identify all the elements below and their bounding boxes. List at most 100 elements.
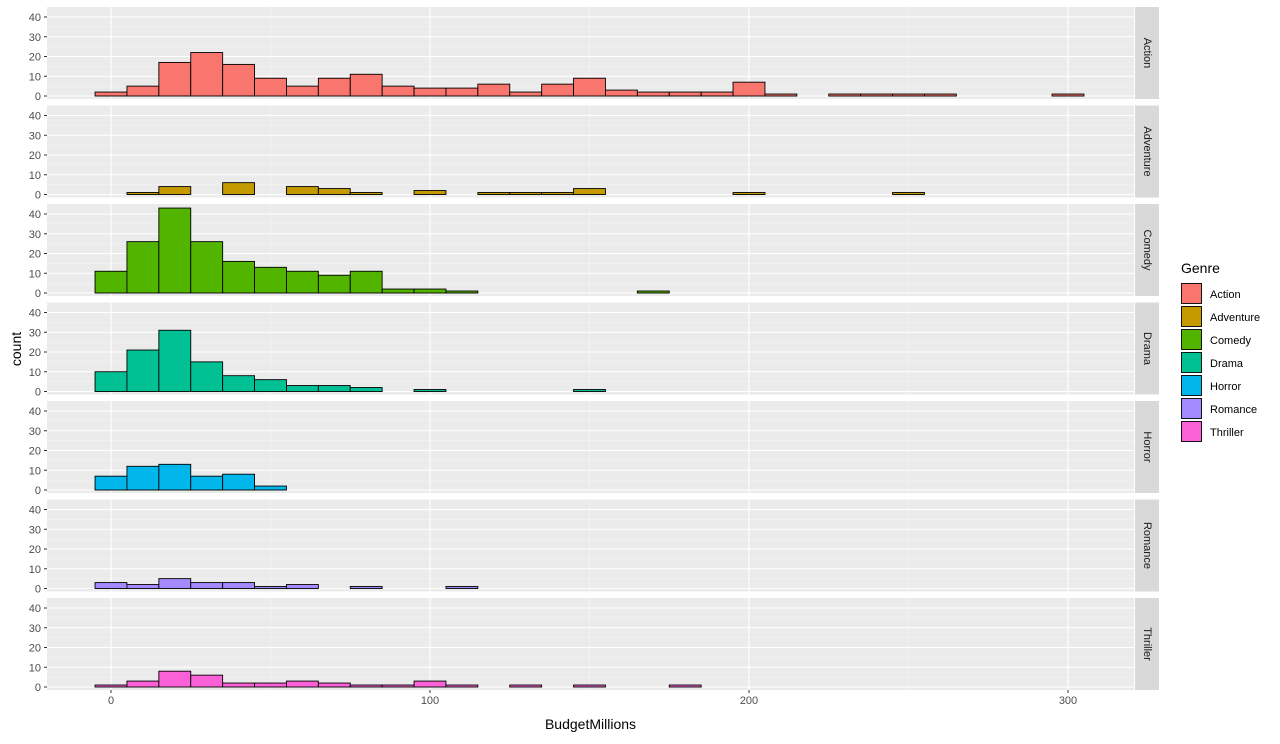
y-tick-label: 30	[29, 623, 41, 635]
bar-adventure-1	[126, 192, 160, 195]
bar-action-14	[541, 83, 575, 97]
bar-adventure-6	[286, 186, 319, 195]
bar-adventure-10	[413, 190, 447, 195]
bar-horror-0	[94, 475, 128, 491]
legend-key-romance	[1181, 398, 1202, 419]
bar-thriller-4	[222, 682, 255, 688]
facet-panel-adventure: 0 10 20 30 40 Adventure	[29, 105, 1159, 202]
bar-action-4	[222, 63, 255, 97]
bar-comedy-6	[286, 270, 319, 294]
bar-comedy-0	[94, 270, 128, 294]
bar-comedy-17	[636, 290, 670, 294]
bar-thriller-18	[668, 684, 702, 688]
bar-action-1	[126, 85, 160, 97]
y-tick-label: 0	[35, 288, 41, 300]
panel-background	[47, 105, 1134, 198]
bar-thriller-6	[286, 680, 319, 688]
bar-action-21	[764, 93, 798, 97]
bar-thriller-8	[349, 684, 383, 688]
legend-key-comedy	[1181, 329, 1202, 350]
bar-drama-6	[286, 385, 319, 392]
facet-strip-label: Drama	[1141, 332, 1153, 366]
bar-horror-2	[158, 463, 192, 491]
bar-action-20	[732, 81, 766, 97]
x-tick-label: 200	[740, 695, 758, 707]
y-tick-label: 0	[35, 584, 41, 596]
y-tick-label: 20	[29, 249, 41, 261]
bar-thriller-13	[509, 684, 543, 688]
facet-strip	[1135, 105, 1159, 198]
y-tick-label: 0	[35, 485, 41, 497]
bar-drama-4	[222, 375, 255, 392]
y-tick-label: 10	[29, 170, 41, 182]
y-tick-label: 0	[35, 682, 41, 694]
legend-key-drama	[1181, 352, 1202, 373]
bar-action-11	[445, 87, 479, 97]
bar-thriller-9	[381, 684, 415, 688]
legend-key-adventure	[1181, 306, 1202, 327]
legend-label: Romance	[1210, 404, 1257, 416]
bar-drama-2	[158, 329, 192, 392]
y-tick-label: 40	[29, 505, 41, 517]
bar-action-26	[924, 93, 957, 97]
y-tick-label: 40	[29, 406, 41, 418]
bar-comedy-1	[126, 241, 160, 294]
y-tick-label: 30	[29, 327, 41, 339]
bar-romance-4	[222, 582, 255, 589]
bar-adventure-25	[892, 192, 925, 195]
bar-drama-7	[317, 385, 351, 392]
y-tick-label: 10	[29, 465, 41, 477]
legend-label: Thriller	[1210, 427, 1244, 439]
bar-adventure-12	[477, 192, 511, 195]
bar-comedy-5	[254, 266, 287, 294]
y-tick-label: 10	[29, 367, 41, 379]
bar-romance-5	[254, 586, 287, 589]
y-tick-label: 30	[29, 229, 41, 241]
facet-strip	[1135, 204, 1159, 296]
legend-key-horror	[1181, 375, 1202, 396]
bar-comedy-11	[445, 290, 479, 294]
bar-action-9	[381, 85, 415, 97]
y-tick-label: 20	[29, 544, 41, 556]
bar-adventure-4	[222, 182, 255, 195]
legend-title: Genre	[1181, 260, 1220, 276]
y-tick-label: 40	[29, 111, 41, 123]
x-axis-title: BudgetMillions	[545, 716, 636, 732]
facet-strip-label: Action	[1141, 38, 1153, 69]
y-tick-label: 20	[29, 52, 41, 64]
bar-action-6	[286, 85, 319, 97]
bar-thriller-2	[158, 670, 192, 688]
bar-drama-0	[94, 371, 128, 392]
y-tick-label: 20	[29, 347, 41, 359]
legend-key-action	[1181, 283, 1202, 304]
y-tick-label: 30	[29, 426, 41, 438]
bar-comedy-10	[413, 288, 447, 294]
facet-strip	[1135, 499, 1159, 592]
bar-action-3	[190, 52, 224, 97]
x-tick-label: 100	[421, 695, 439, 707]
y-tick-label: 20	[29, 643, 41, 655]
legend-key-thriller	[1181, 421, 1202, 442]
y-tick-label: 40	[29, 308, 41, 320]
y-tick-label: 40	[29, 209, 41, 221]
bar-romance-8	[349, 586, 383, 589]
bar-romance-1	[126, 584, 160, 589]
panel-background	[47, 598, 1134, 690]
facet-strip	[1135, 401, 1159, 493]
y-tick-label: 30	[29, 130, 41, 142]
bar-adventure-7	[317, 188, 351, 195]
bar-adventure-14	[541, 192, 575, 195]
facet-strip-label: Romance	[1141, 522, 1153, 569]
y-axis-title: count	[8, 332, 24, 366]
y-tick-label: 10	[29, 268, 41, 280]
y-tick-label: 10	[29, 564, 41, 576]
bar-thriller-15	[573, 684, 606, 688]
bar-thriller-7	[317, 682, 351, 688]
y-tick-label: 10	[29, 662, 41, 674]
bar-action-23	[828, 93, 862, 97]
bar-horror-1	[126, 465, 160, 491]
legend-label: Drama	[1210, 358, 1244, 370]
bar-horror-3	[190, 475, 224, 491]
bar-action-10	[413, 87, 447, 97]
bar-action-15	[573, 77, 606, 97]
